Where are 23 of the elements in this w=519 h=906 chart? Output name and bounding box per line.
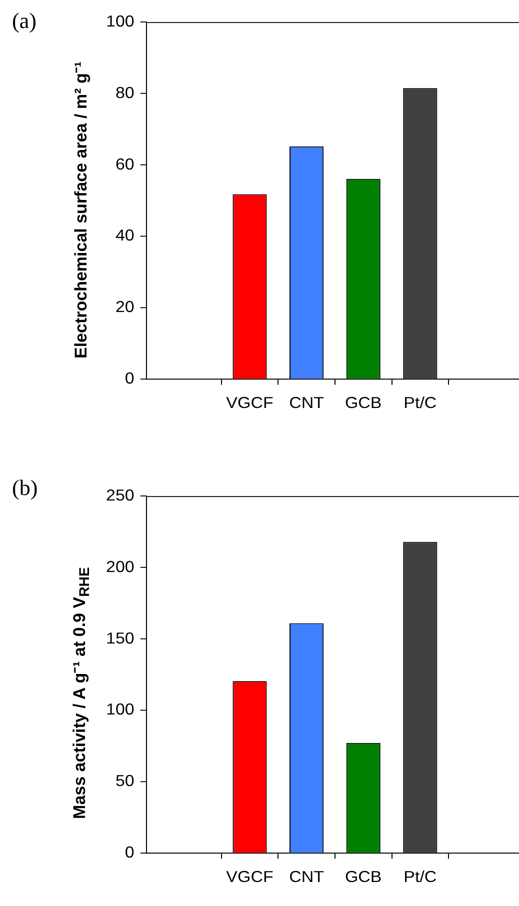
y-tick-label: 40 [115, 227, 134, 245]
x-tick-label: Pt/C [404, 868, 437, 886]
x-tick-label: GCB [344, 394, 382, 412]
y-tick-label: 100 [106, 701, 134, 719]
y-tick-label: 80 [115, 84, 134, 102]
y-tick-label: 0 [124, 844, 134, 862]
text: (b) [12, 475, 38, 501]
y-tick-label: 50 [115, 772, 134, 790]
y-tick-label: 200 [106, 558, 134, 576]
y-tick-label: 250 [106, 486, 134, 504]
x-tick-label: VGCF [226, 868, 274, 886]
y-tick-label: 60 [115, 156, 134, 174]
text: (a) [12, 8, 36, 34]
y-tick-label: 0 [124, 370, 134, 388]
x-tick-label: Pt/C [404, 394, 437, 412]
y-tick-label: 150 [106, 630, 134, 648]
y-tick-label: 20 [115, 298, 134, 316]
y-axis-title: Electrochemical surface area / m² g⁻¹ [70, 61, 92, 359]
x-tick-label: CNT [289, 394, 324, 412]
x-tick-label: GCB [344, 868, 382, 886]
x-tick-label: CNT [289, 868, 324, 886]
x-tick-label: VGCF [226, 394, 274, 412]
y-tick-label: 100 [106, 12, 134, 30]
